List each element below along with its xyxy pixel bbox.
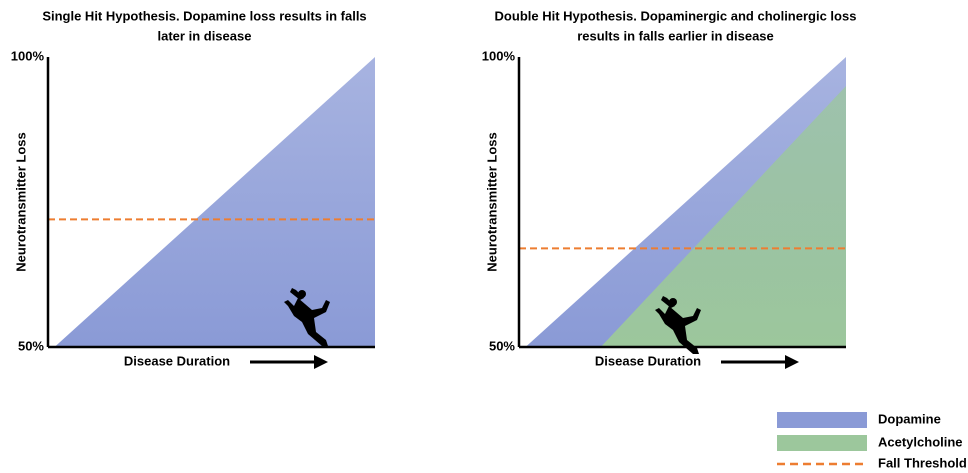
legend-label: Dopamine xyxy=(878,411,941,426)
chart-title: results in falls earlier in disease xyxy=(577,28,774,43)
legend-swatch xyxy=(777,412,867,428)
x-axis-label: Disease Duration xyxy=(124,353,230,368)
legend-swatch xyxy=(777,435,867,451)
arrow-head xyxy=(314,355,328,369)
legend-label: Acetylcholine xyxy=(878,434,963,449)
y-axis-label: Neurotransmitter Loss xyxy=(13,132,28,271)
chart-title: Single Hit Hypothesis. Dopamine loss res… xyxy=(42,8,366,23)
chart-title: later in disease xyxy=(158,28,252,43)
x-axis-label: Disease Duration xyxy=(595,353,701,368)
y-tick-label: 50% xyxy=(18,338,44,353)
y-tick-label: 50% xyxy=(489,338,515,353)
chart-title: Double Hit Hypothesis. Dopaminergic and … xyxy=(495,8,857,23)
arrow-head xyxy=(785,355,799,369)
figure: Single Hit Hypothesis. Dopamine loss res… xyxy=(0,0,968,473)
legend-label: Fall Threshold xyxy=(878,455,967,470)
y-tick-label: 100% xyxy=(11,48,45,63)
y-axis-label: Neurotransmitter Loss xyxy=(484,132,499,271)
y-tick-label: 100% xyxy=(482,48,516,63)
